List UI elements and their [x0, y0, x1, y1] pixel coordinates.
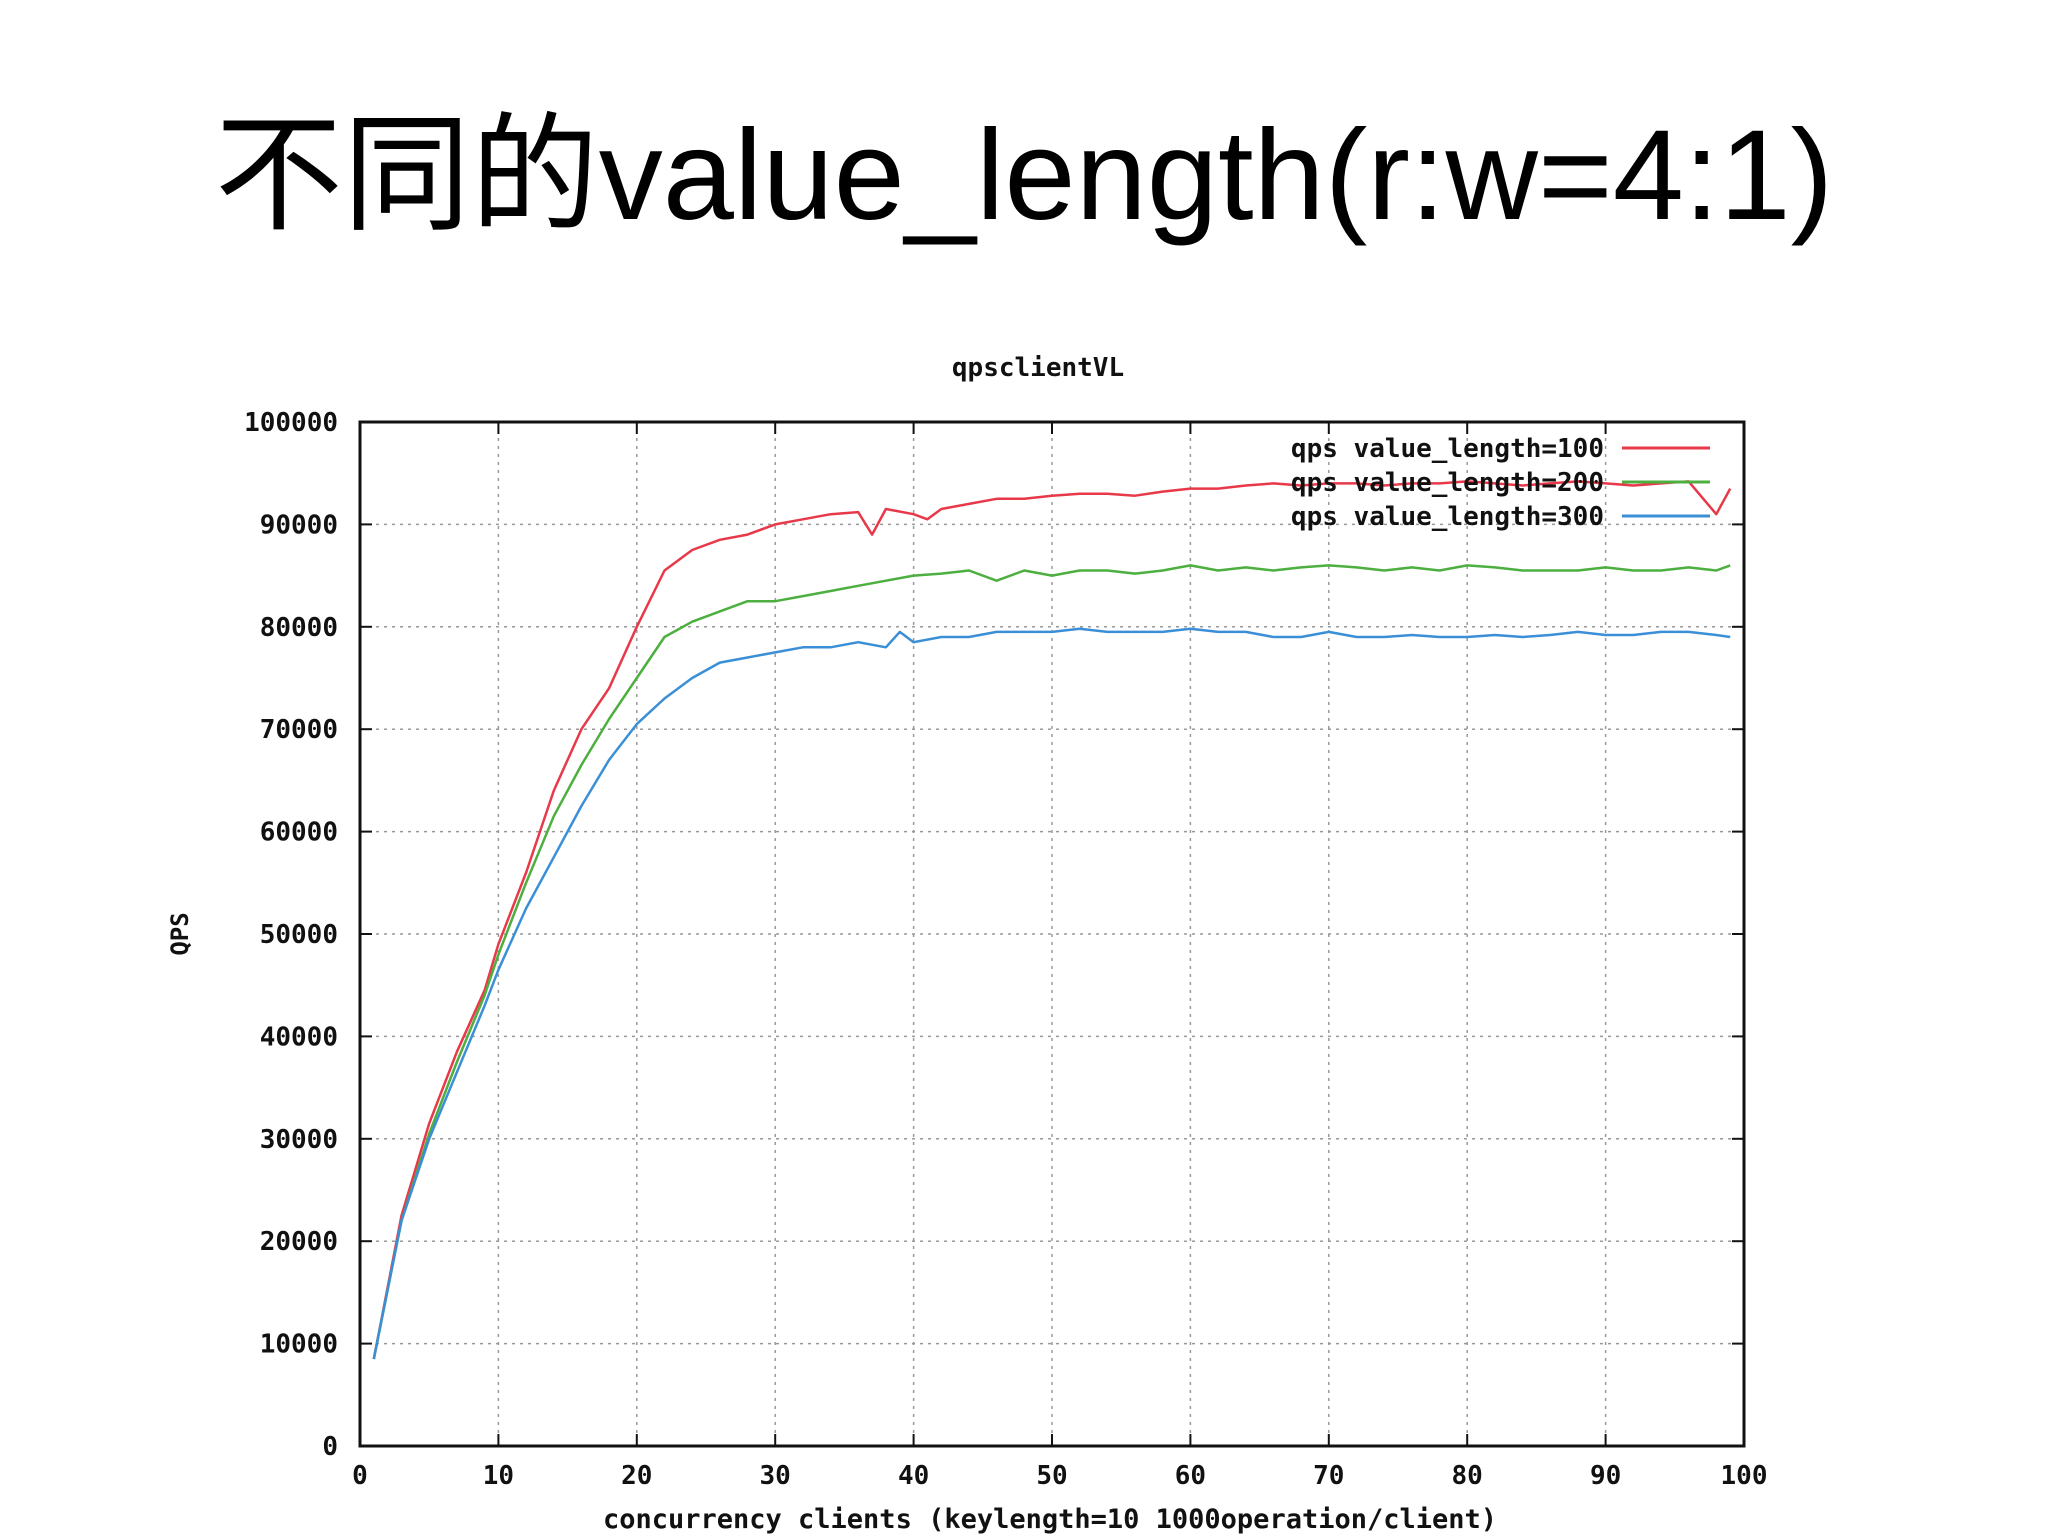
- x-tick-label: 90: [1590, 1461, 1621, 1491]
- legend-label-1: qps value_length=100: [1291, 434, 1604, 464]
- x-tick-label: 80: [1452, 1461, 1483, 1491]
- x-tick-label: 10: [483, 1461, 514, 1491]
- y-tick-label: 60000: [260, 818, 338, 848]
- series-line-3: [372, 627, 1731, 1360]
- legend-label-2: qps value_length=200: [1291, 468, 1604, 498]
- grid-lines: [360, 422, 1744, 1446]
- y-tick-label: 90000: [260, 510, 338, 540]
- x-tick-label: 100: [1721, 1461, 1768, 1491]
- slide-title: 不同的value_length(r:w=4:1): [214, 104, 1834, 247]
- y-tick-label: 40000: [260, 1022, 338, 1052]
- y-tick-label: 20000: [260, 1227, 338, 1257]
- x-tick-label: 50: [1036, 1461, 1067, 1491]
- x-tick-label: 40: [898, 1461, 929, 1491]
- y-tick-label: 10000: [260, 1330, 338, 1360]
- x-tick-label: 20: [621, 1461, 652, 1491]
- y-tick-label: 100000: [244, 408, 338, 438]
- axis-ticks: 0 10 20 30 40 50 60 70 80 90 100 0 10000 20000 30000 40…: [244, 408, 1767, 1491]
- legend-label-3: qps value_length=300: [1291, 502, 1604, 532]
- chart-title: qpsclientVL: [952, 353, 1124, 383]
- y-tick-label: 0: [322, 1432, 338, 1462]
- y-axis-label: QPS: [166, 912, 194, 955]
- series-line-1: [372, 480, 1732, 1360]
- x-tick-label: 70: [1313, 1461, 1344, 1491]
- x-axis-label: concurrency clients (keylength=10 1000op…: [603, 1504, 1497, 1535]
- y-tick-label: 50000: [260, 920, 338, 950]
- x-tick-label: 30: [760, 1461, 791, 1491]
- x-tick-label: 0: [352, 1461, 368, 1491]
- y-tick-label: 80000: [260, 613, 338, 643]
- series-line-2: [372, 564, 1731, 1360]
- y-tick-label: 70000: [260, 715, 338, 745]
- x-tick-label: 60: [1175, 1461, 1206, 1491]
- series-lines: [372, 480, 1732, 1360]
- y-tick-label: 30000: [260, 1125, 338, 1155]
